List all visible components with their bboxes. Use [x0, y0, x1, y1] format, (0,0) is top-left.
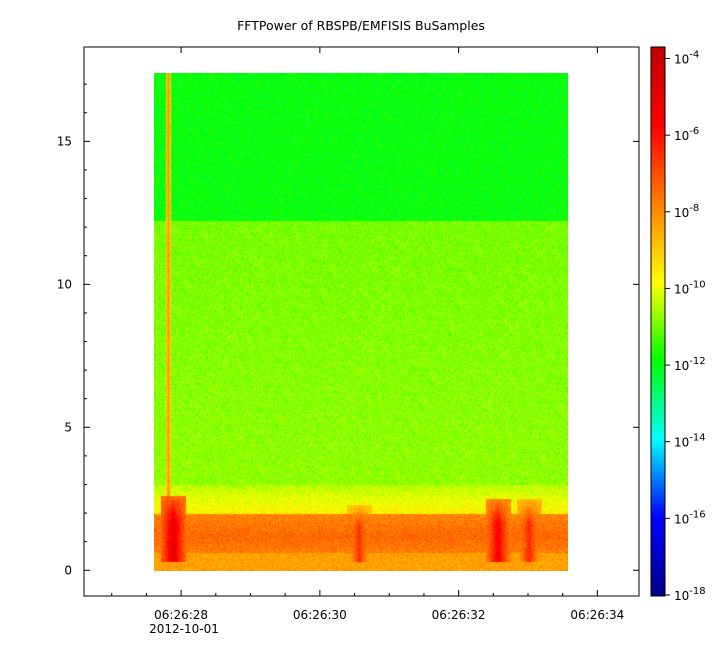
x-tick-label: 06:26:34 — [570, 608, 624, 622]
colorbar-tick-label: 10-16 — [674, 509, 706, 526]
y-axis: 0 5 10 15 — [57, 83, 639, 577]
y-tick-label: 5 — [64, 420, 72, 434]
chart-title: FFTPower of RBSPB/EMFISIS BuSamples — [237, 18, 485, 33]
colorbar-tick-label: 10-8 — [674, 203, 699, 220]
colorbar-ticks: 10-4 10-6 10-8 10-10 10-12 10-14 10-16 10-18 — [665, 49, 706, 603]
x-axis: 06:26:28 06:26:30 06:26:32 06:26:34 — [111, 47, 624, 622]
colorbar-frame — [650, 46, 666, 597]
colorbar-tick-label: 10-4 — [674, 49, 699, 66]
x-tick-label: 06:26:32 — [432, 608, 486, 622]
colorbar-tick-label: 10-18 — [674, 586, 706, 603]
y-tick-label: 0 — [64, 563, 72, 577]
colorbar-tick-label: 10-12 — [674, 356, 706, 373]
colorbar-tick-label: 10-10 — [674, 279, 706, 296]
y-tick-label: 15 — [57, 134, 72, 148]
x-tick-label: 06:26:30 — [293, 608, 347, 622]
colorbar: 10-4 10-6 10-8 10-10 10-12 10-14 10-16 10-18 — [650, 46, 706, 603]
x-tick-label: 06:26:28 — [154, 608, 208, 622]
spectrogram-image — [154, 73, 568, 571]
colorbar-tick-label: 10-6 — [674, 126, 699, 143]
colorbar-tick-label: 10-14 — [674, 433, 706, 450]
x-date-label: 2012-10-01 — [149, 622, 219, 636]
y-tick-label: 10 — [57, 277, 72, 291]
